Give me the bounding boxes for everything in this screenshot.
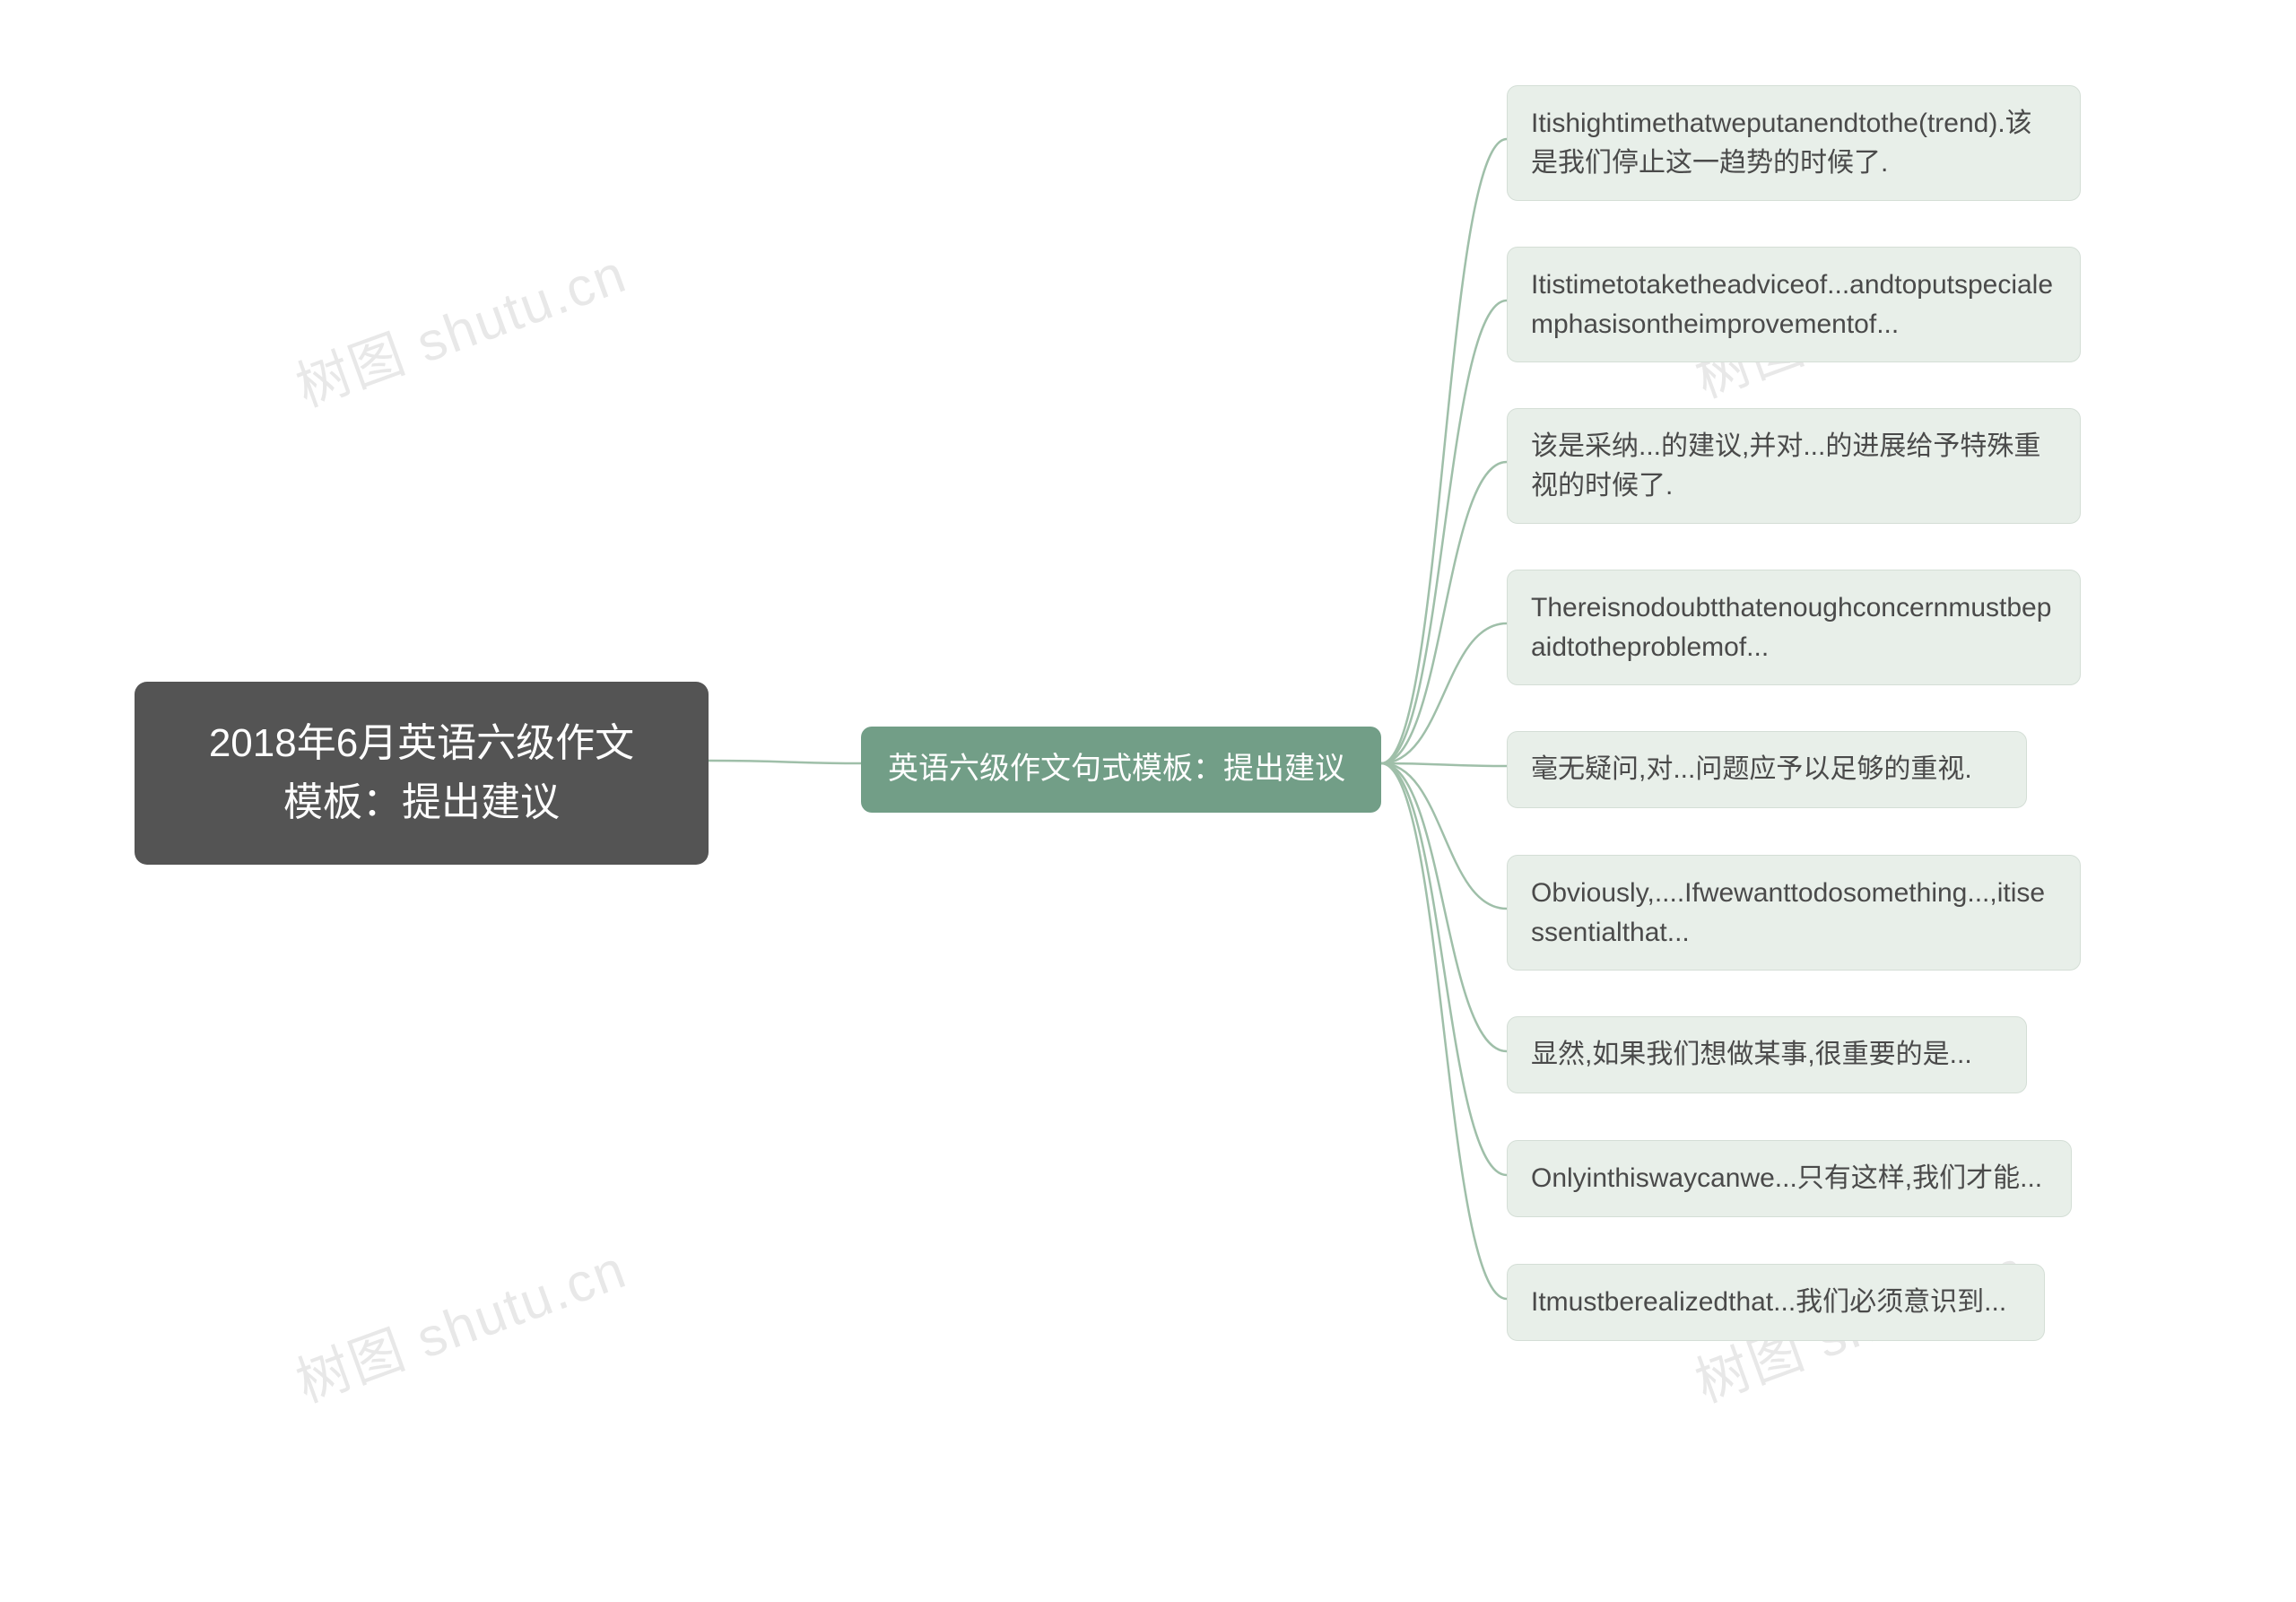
leaf-label: Itistimetotaketheadviceof...andtoputspec… <box>1531 270 2053 339</box>
leaf-label: Thereisnodoubtthatenoughconcernmustbepai… <box>1531 593 2051 662</box>
root-line-1: 2018年6月英语六级作文 <box>174 714 669 773</box>
mindmap-branch: 英语六级作文句式模板：提出建议 <box>861 727 1381 813</box>
leaf-label: 毫无疑问,对...问题应予以足够的重视. <box>1531 754 1972 784</box>
mindmap-leaf: Onlyinthiswaycanwe...只有这样,我们才能... <box>1507 1140 2072 1217</box>
leaf-label: Itmustberealizedthat...我们必须意识到... <box>1531 1287 2006 1317</box>
mindmap-leaf: Itistimetotaketheadviceof...andtoputspec… <box>1507 247 2081 362</box>
mindmap-leaf: Obviously,....Ifwewanttodosomething...,i… <box>1507 855 2081 971</box>
mindmap-leaf: Itmustberealizedthat...我们必须意识到... <box>1507 1264 2045 1341</box>
watermark: 树图 shutu.cn <box>284 1226 636 1418</box>
root-line-2: 模板：提出建议 <box>174 773 669 832</box>
mindmap-leaf: 该是采纳...的建议,并对...的进展给予特殊重视的时候了. <box>1507 408 2081 524</box>
leaf-label: Obviously,....Ifwewanttodosomething...,i… <box>1531 878 2045 947</box>
mindmap-leaf: Itishightimethatweputanendtothe(trend).该… <box>1507 85 2081 201</box>
leaf-label: Itishightimethatweputanendtothe(trend).该… <box>1531 109 2032 178</box>
leaf-label: 显然,如果我们想做某事,很重要的是... <box>1531 1040 1972 1069</box>
leaf-label: 该是采纳...的建议,并对...的进展给予特殊重视的时候了. <box>1531 431 2040 501</box>
leaf-label: Onlyinthiswaycanwe...只有这样,我们才能... <box>1531 1163 2042 1193</box>
mindmap-leaf: Thereisnodoubtthatenoughconcernmustbepai… <box>1507 570 2081 685</box>
mindmap-leaf: 毫无疑问,对...问题应予以足够的重视. <box>1507 731 2027 808</box>
branch-label: 英语六级作文句式模板：提出建议 <box>888 752 1345 786</box>
watermark: 树图 shutu.cn <box>284 231 636 422</box>
mindmap-leaf: 显然,如果我们想做某事,很重要的是... <box>1507 1016 2027 1093</box>
mindmap-root: 2018年6月英语六级作文 模板：提出建议 <box>135 682 709 865</box>
